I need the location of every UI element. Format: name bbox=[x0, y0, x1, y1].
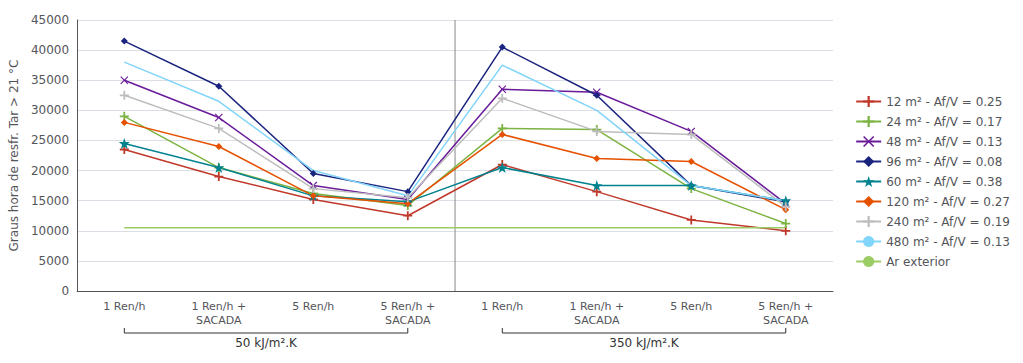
svg-text:1 Ren/h +: 1 Ren/h + bbox=[569, 300, 624, 313]
svg-text:5 Ren/h: 5 Ren/h bbox=[670, 300, 712, 313]
svg-text:1 Ren/h +: 1 Ren/h + bbox=[191, 300, 246, 313]
svg-text:10000: 10000 bbox=[31, 224, 69, 238]
svg-text:0: 0 bbox=[61, 284, 69, 298]
svg-text:SACADA: SACADA bbox=[196, 314, 242, 327]
svg-text:240 m² - Af/V = 0.19: 240 m² - Af/V = 0.19 bbox=[886, 215, 1010, 229]
svg-text:30000: 30000 bbox=[31, 103, 69, 117]
svg-text:12 m² - Af/V = 0.25: 12 m² - Af/V = 0.25 bbox=[886, 95, 1002, 109]
svg-text:60 m² - Af/V = 0.38: 60 m² - Af/V = 0.38 bbox=[886, 175, 1002, 189]
svg-text:1 Ren/h: 1 Ren/h bbox=[103, 300, 145, 313]
svg-text:120 m² - Af/V = 0.27: 120 m² - Af/V = 0.27 bbox=[886, 195, 1010, 209]
svg-text:24 m² - Af/V = 0.17: 24 m² - Af/V = 0.17 bbox=[886, 115, 1002, 129]
svg-text:25000: 25000 bbox=[31, 133, 69, 147]
svg-text:40000: 40000 bbox=[31, 43, 69, 57]
svg-text:Graus hora de resfr. Tar > 21: Graus hora de resfr. Tar > 21 °C bbox=[7, 60, 21, 252]
svg-text:35000: 35000 bbox=[31, 73, 69, 87]
svg-text:5000: 5000 bbox=[39, 254, 70, 268]
svg-text:350 kJ/m².K: 350 kJ/m².K bbox=[609, 336, 680, 350]
svg-text:SACADA: SACADA bbox=[574, 314, 620, 327]
svg-text:20000: 20000 bbox=[31, 164, 69, 178]
svg-text:50 kJ/m².K: 50 kJ/m².K bbox=[235, 336, 298, 350]
svg-text:96 m² - Af/V = 0.08: 96 m² - Af/V = 0.08 bbox=[886, 155, 1002, 169]
svg-text:48 m² - Af/V = 0.13: 48 m² - Af/V = 0.13 bbox=[886, 135, 1002, 149]
svg-text:Ar exterior: Ar exterior bbox=[886, 255, 950, 269]
svg-text:5 Ren/h +: 5 Ren/h + bbox=[380, 300, 435, 313]
svg-text:15000: 15000 bbox=[31, 194, 69, 208]
svg-text:5 Ren/h +: 5 Ren/h + bbox=[758, 300, 813, 313]
svg-text:480 m² - Af/V = 0.13: 480 m² - Af/V = 0.13 bbox=[886, 235, 1010, 249]
svg-text:45000: 45000 bbox=[31, 13, 69, 27]
svg-text:SACADA: SACADA bbox=[385, 314, 431, 327]
svg-text:5 Ren/h: 5 Ren/h bbox=[292, 300, 334, 313]
svg-text:SACADA: SACADA bbox=[763, 314, 809, 327]
svg-text:1 Ren/h: 1 Ren/h bbox=[481, 300, 523, 313]
